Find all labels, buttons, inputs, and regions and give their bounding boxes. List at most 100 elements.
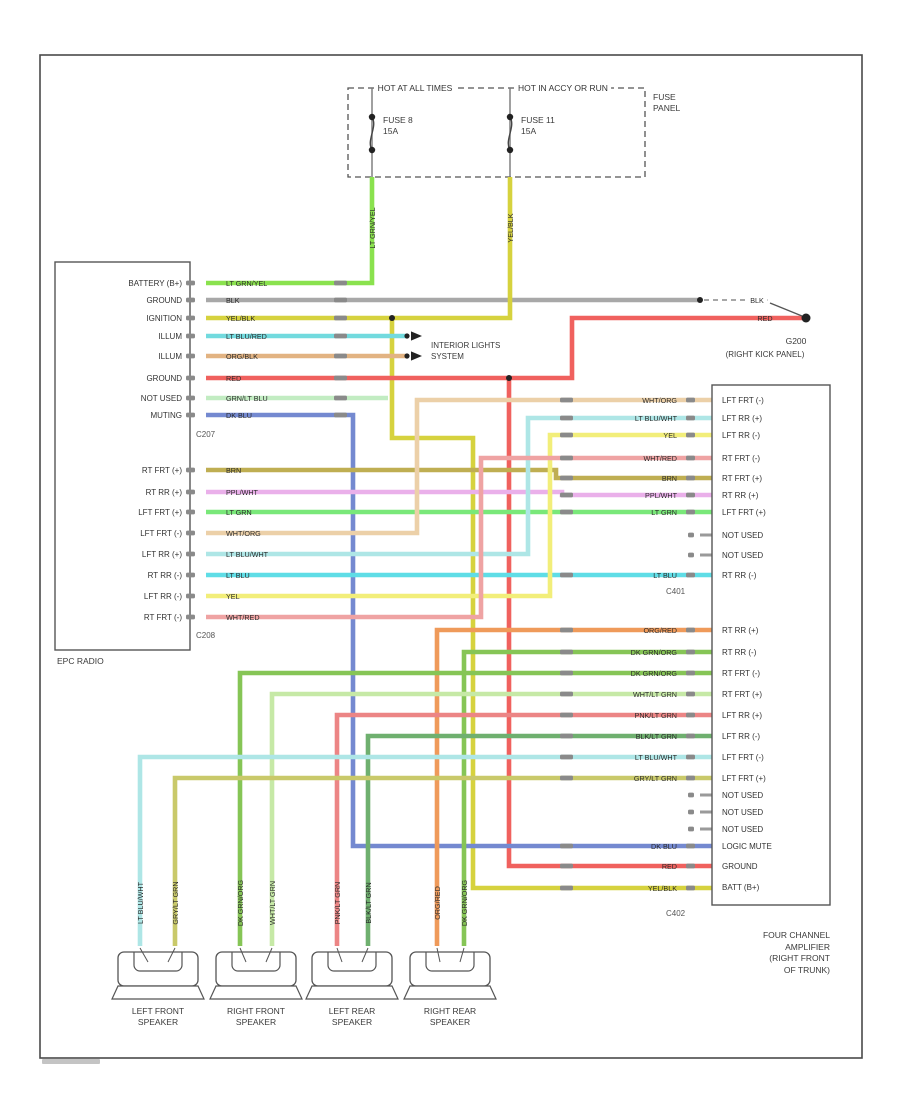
interior-lights-label: INTERIOR LIGHTS SYSTEM <box>431 341 500 362</box>
wire-color-label: LT BLU/WHT <box>635 414 678 423</box>
speaker-rr-line2: SPEAKER <box>429 1017 471 1027</box>
pin-number-mark <box>686 670 695 676</box>
wire-color-label: LT BLU <box>226 571 250 580</box>
pin-number-mark <box>686 415 695 421</box>
arrow-icon <box>411 331 422 341</box>
wire-color-label: DK BLU <box>651 842 677 851</box>
pin-number-mark <box>686 733 695 739</box>
pin-number-mark <box>186 395 195 401</box>
pin-number-mark <box>186 297 195 303</box>
pin-number-mark <box>186 353 195 359</box>
arrow-icon <box>404 333 410 339</box>
interior-lights-line1: INTERIOR LIGHTS <box>431 341 501 350</box>
wire-color-label: BLK/LT GRN <box>636 732 677 741</box>
pin-number-mark <box>334 353 347 359</box>
amp-pin-label: NOT USED <box>722 531 763 540</box>
wire-color-label: LT GRN <box>651 508 677 517</box>
pin-number-mark <box>186 375 195 381</box>
wire <box>206 455 712 620</box>
amp-caption-line3: (RIGHT FRONT <box>769 953 830 963</box>
wire-color-label: BRN <box>226 466 241 475</box>
wire-color-label: GRN/LT BLU <box>226 394 268 403</box>
speaker-caption-right-front: RIGHT FRONT SPEAKER <box>208 1006 304 1028</box>
pin-number-mark <box>560 397 573 403</box>
radio-pin-label: LFT FRT (-) <box>140 529 182 538</box>
speaker-lf-line2: SPEAKER <box>137 1017 179 1027</box>
wire-color-label: RED <box>662 862 677 871</box>
pin-number-mark <box>334 333 347 339</box>
fuse-panel-caption: FUSE PANEL <box>653 92 680 114</box>
pin-number-mark <box>686 432 695 438</box>
wire-color-label: ORG/RED <box>643 626 677 635</box>
junction-dot <box>697 297 703 303</box>
amp-pin-label: NOT USED <box>722 808 763 817</box>
speaker-lr-line2: SPEAKER <box>331 1017 373 1027</box>
radio-pin-label: RT RR (-) <box>148 571 183 580</box>
wire <box>461 649 712 946</box>
connector-c208: C208 <box>196 631 216 640</box>
pin-number-mark <box>560 712 573 718</box>
speaker-symbol <box>311 951 393 987</box>
speaker-lr-line1: LEFT REAR <box>328 1006 376 1016</box>
pin-number-mark <box>186 530 195 536</box>
wire-color-label: GRY/LT GRN <box>634 774 677 783</box>
amp-pin-label: RT RR (+) <box>722 626 759 635</box>
wire-color-label: GRY/LT GRN <box>171 881 180 924</box>
fuse-11-amps: 15A <box>521 126 537 136</box>
pin-number-mark <box>334 375 347 381</box>
amp-pin-label: RT FRT (-) <box>722 669 760 678</box>
speaker-lead <box>167 947 176 963</box>
fuse-11-name: FUSE 11 <box>521 115 555 125</box>
speaker-caption-right-rear: RIGHT REAR SPEAKER <box>402 1006 498 1028</box>
wire-color-label: PNK/LT GRN <box>333 882 342 924</box>
wire-color-label: WHT/LT GRN <box>633 690 677 699</box>
wire-color-label: WHT/RED <box>226 613 260 622</box>
amp-pin-label: RT RR (-) <box>722 648 757 657</box>
wire-color-label: YEL <box>226 592 240 601</box>
wire-color-label: YEL <box>663 431 677 440</box>
wire-color-label: RED <box>226 374 241 383</box>
wire <box>365 733 712 946</box>
pin-number-mark <box>688 826 694 832</box>
fuse-8-name: FUSE 8 <box>383 115 413 125</box>
radio-pin-label: ILLUM <box>158 332 182 341</box>
speaker-rf-line1: RIGHT FRONT <box>227 1006 285 1016</box>
corner-artifact <box>42 1059 100 1064</box>
pin-number-mark <box>560 863 573 869</box>
pin-number-mark <box>186 551 195 557</box>
pin-number-mark <box>560 754 573 760</box>
pin-number-mark <box>560 843 573 849</box>
radio-pin-label: RT FRT (+) <box>142 466 182 475</box>
radio-caption: EPC RADIO <box>57 656 104 666</box>
speaker-cone <box>327 952 377 972</box>
wire <box>506 378 712 869</box>
speaker-lead <box>239 947 247 963</box>
wire <box>206 432 712 599</box>
fuse-panel-box <box>347 87 646 178</box>
pin-number-mark <box>560 492 573 498</box>
pin-number-mark <box>686 691 695 697</box>
pin-number-mark <box>334 412 347 418</box>
ground-sublabel: (RIGHT KICK PANEL) <box>725 350 805 359</box>
wire <box>206 415 712 557</box>
amp-pin-label: RT RR (+) <box>722 491 759 500</box>
wire <box>172 775 712 946</box>
wire-color-label: PNK/LT GRN <box>635 711 677 720</box>
amp-caption: FOUR CHANNEL AMPLIFIER (RIGHT FRONT OF T… <box>726 930 830 976</box>
wire-color-label: PPL/WHT <box>645 491 678 500</box>
pin-number-mark <box>688 552 694 558</box>
pin-number-mark <box>560 432 573 438</box>
pin-number-mark <box>686 649 695 655</box>
fuse-11-label: FUSE 11 15A <box>521 115 555 137</box>
pin-number-mark <box>334 297 347 303</box>
junction-dot <box>389 315 395 321</box>
plain-line <box>769 302 803 317</box>
wire-color-label: ORG/BLK <box>226 352 258 361</box>
wire <box>334 712 712 946</box>
wire-color-label: BRN <box>662 474 677 483</box>
pin-number-mark <box>686 885 695 891</box>
amp-pin-label: LFT RR (-) <box>722 732 760 741</box>
wire <box>206 177 375 286</box>
radio-pin-label: MUTING <box>150 411 182 420</box>
pin-number-mark <box>688 532 694 538</box>
